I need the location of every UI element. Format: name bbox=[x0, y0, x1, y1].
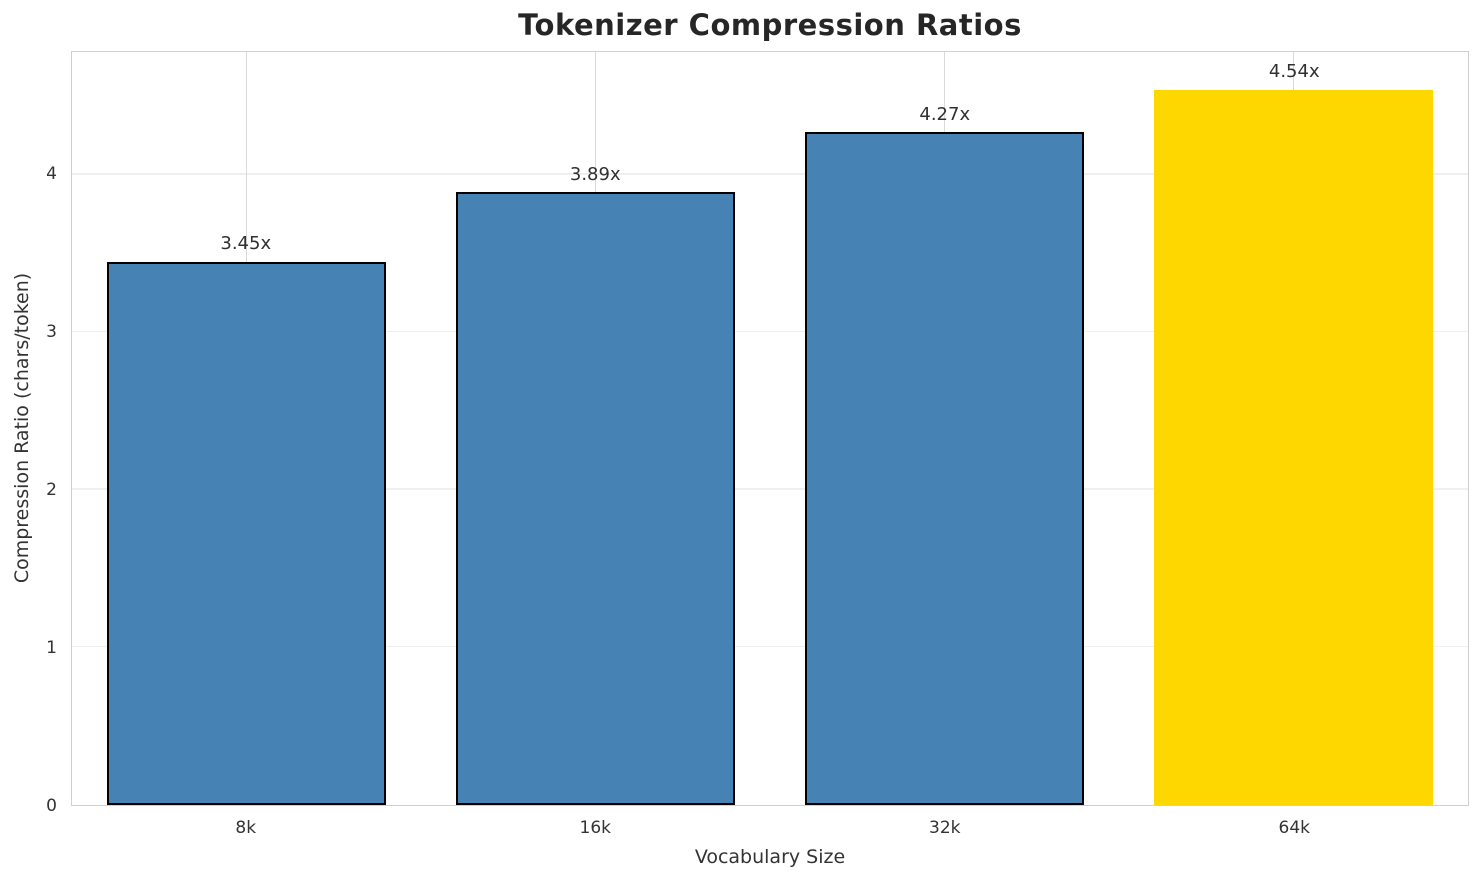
x-axis-label: Vocabulary Size bbox=[694, 846, 846, 868]
gridline-y-3 bbox=[72, 330, 1468, 333]
bar-value-label-64k: 4.54x bbox=[1268, 60, 1320, 82]
y-tick-label-4: 4 bbox=[46, 164, 57, 185]
y-tick-label-3: 3 bbox=[46, 322, 57, 343]
plot-area bbox=[71, 51, 1469, 806]
y-tick-label-0: 0 bbox=[46, 796, 57, 816]
x-tick-label-8k: 8k bbox=[235, 818, 257, 838]
bar-value-label-16k: 3.89x bbox=[569, 163, 621, 185]
gridline-y-1 bbox=[72, 645, 1468, 648]
y-tick-label-1: 1 bbox=[46, 638, 57, 659]
bar-64k bbox=[1153, 89, 1434, 805]
x-tick-label-32k: 32k bbox=[929, 818, 961, 838]
chart-title: Tokenizer Compression Ratios bbox=[518, 8, 1022, 42]
bar-8k bbox=[106, 261, 387, 805]
bar-value-label-32k: 4.27x bbox=[919, 103, 971, 125]
x-tick-label-16k: 16k bbox=[579, 818, 611, 838]
y-tick-label-2: 2 bbox=[46, 480, 57, 501]
x-tick-label-64k: 64k bbox=[1278, 818, 1310, 838]
bar-32k bbox=[804, 132, 1085, 805]
bar-value-label-8k: 3.45x bbox=[220, 233, 272, 255]
gridline-y-4 bbox=[72, 173, 1468, 175]
bar-16k bbox=[455, 192, 736, 805]
y-axis-label: Compression Ratio (chars/token) bbox=[11, 272, 33, 584]
gridline-y-2 bbox=[72, 488, 1468, 490]
